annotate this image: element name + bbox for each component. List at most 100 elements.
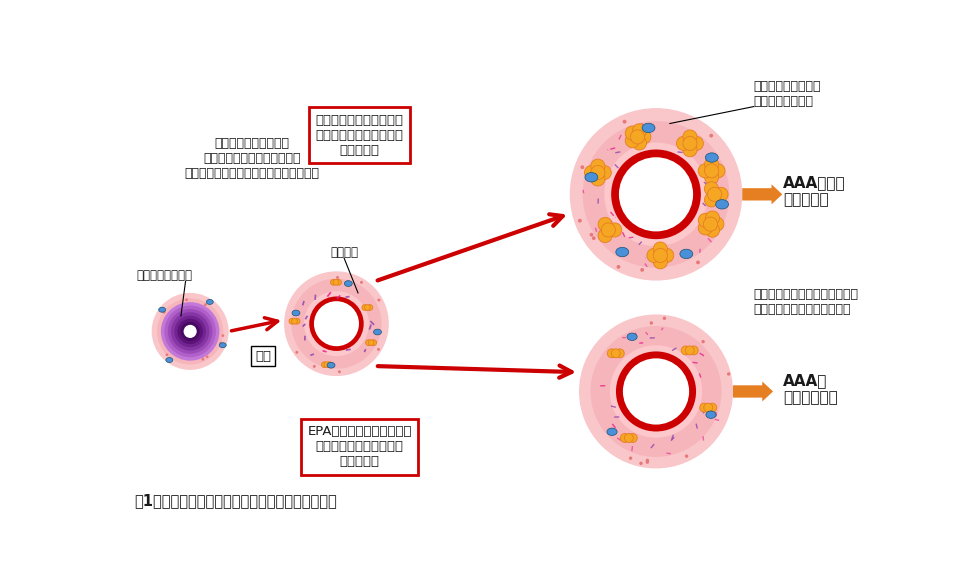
Circle shape (598, 229, 612, 242)
Circle shape (696, 260, 700, 264)
Text: EPA高含有魚油を投与し、
脂肪細胞が成長しにくい
条件にする: EPA高含有魚油を投与し、 脂肪細胞が成長しにくい 条件にする (307, 425, 412, 469)
Circle shape (590, 326, 722, 457)
Circle shape (592, 236, 596, 240)
Circle shape (313, 365, 316, 368)
Circle shape (708, 403, 717, 412)
Circle shape (601, 223, 615, 237)
Circle shape (629, 433, 637, 443)
Circle shape (604, 143, 708, 246)
Circle shape (377, 348, 380, 351)
Circle shape (650, 321, 653, 325)
Circle shape (684, 455, 688, 458)
Circle shape (157, 298, 224, 364)
Circle shape (608, 223, 622, 237)
Circle shape (371, 340, 376, 346)
Text: AAA破裂が
促進される: AAA破裂が 促進される (783, 175, 846, 208)
Circle shape (219, 342, 222, 345)
Circle shape (585, 165, 599, 180)
Circle shape (204, 303, 206, 306)
Circle shape (698, 213, 712, 227)
Circle shape (589, 233, 593, 237)
Circle shape (202, 358, 204, 361)
Circle shape (222, 334, 225, 337)
Circle shape (639, 462, 642, 465)
Text: 脂肪細胞が肥大化し
脂肪細胞数も増加: 脂肪細胞が肥大化し 脂肪細胞数も増加 (754, 80, 822, 108)
Circle shape (333, 280, 339, 285)
Circle shape (646, 461, 649, 464)
Circle shape (689, 346, 698, 355)
Circle shape (164, 306, 216, 357)
Text: AAAが
破裂しにくい: AAAが 破裂しにくい (783, 373, 838, 405)
Circle shape (324, 362, 330, 368)
Circle shape (625, 126, 639, 140)
Circle shape (610, 345, 702, 438)
Circle shape (336, 280, 342, 285)
Circle shape (579, 314, 733, 469)
Circle shape (704, 403, 712, 412)
Circle shape (698, 164, 712, 178)
Text: 脂肪細胞: 脂肪細胞 (330, 246, 358, 259)
Circle shape (292, 278, 381, 369)
Circle shape (292, 318, 298, 324)
Circle shape (689, 136, 704, 150)
Circle shape (727, 372, 731, 376)
Circle shape (640, 268, 644, 272)
Circle shape (598, 218, 612, 231)
Circle shape (709, 217, 724, 231)
Circle shape (705, 157, 719, 172)
Circle shape (612, 349, 620, 358)
Circle shape (178, 318, 203, 344)
Circle shape (616, 351, 696, 432)
Circle shape (714, 187, 728, 201)
Circle shape (366, 340, 372, 346)
Circle shape (624, 433, 634, 443)
Circle shape (608, 349, 616, 358)
Circle shape (698, 221, 712, 235)
Circle shape (590, 159, 605, 173)
FancyArrow shape (742, 184, 782, 204)
Circle shape (165, 353, 168, 356)
Circle shape (683, 136, 697, 150)
Circle shape (653, 242, 667, 256)
Circle shape (704, 217, 717, 231)
Circle shape (289, 318, 295, 324)
Circle shape (326, 362, 332, 368)
Ellipse shape (345, 281, 352, 287)
Ellipse shape (680, 249, 693, 259)
Circle shape (631, 130, 644, 144)
Circle shape (706, 223, 720, 237)
Circle shape (653, 248, 667, 263)
Circle shape (646, 459, 649, 462)
Circle shape (647, 248, 661, 263)
Ellipse shape (292, 310, 300, 316)
Ellipse shape (615, 247, 629, 257)
Circle shape (314, 301, 359, 346)
Circle shape (360, 281, 363, 284)
Circle shape (171, 312, 209, 351)
Ellipse shape (206, 299, 213, 305)
Circle shape (623, 120, 627, 124)
Circle shape (683, 130, 697, 144)
Ellipse shape (373, 329, 381, 335)
Text: 閉塑した栄養血管: 閉塑した栄養血管 (136, 270, 193, 282)
Circle shape (705, 164, 719, 178)
Circle shape (581, 165, 585, 169)
Circle shape (677, 136, 690, 150)
Circle shape (709, 134, 713, 137)
Ellipse shape (166, 357, 173, 362)
Circle shape (367, 304, 372, 310)
Circle shape (152, 293, 228, 370)
Circle shape (708, 187, 722, 201)
Circle shape (180, 322, 200, 341)
Circle shape (597, 165, 612, 180)
Circle shape (625, 133, 639, 148)
Circle shape (682, 346, 690, 355)
Ellipse shape (642, 123, 655, 133)
Text: 図1　血管壁に異常出現する脂肪細胞と破裂の関係: 図1 血管壁に異常出現する脂肪細胞と破裂の関係 (134, 494, 337, 508)
Circle shape (161, 302, 220, 361)
Circle shape (570, 108, 742, 281)
Circle shape (633, 124, 646, 138)
Text: 栄養血管の閉塑により
血管壁に循環不全が生じると
血管壁に脂肪細胞が異常出現しはじめる: 栄養血管の閉塑により 血管壁に循環不全が生じると 血管壁に脂肪細胞が異常出現しは… (184, 137, 320, 180)
Circle shape (629, 456, 633, 460)
Circle shape (653, 255, 667, 269)
